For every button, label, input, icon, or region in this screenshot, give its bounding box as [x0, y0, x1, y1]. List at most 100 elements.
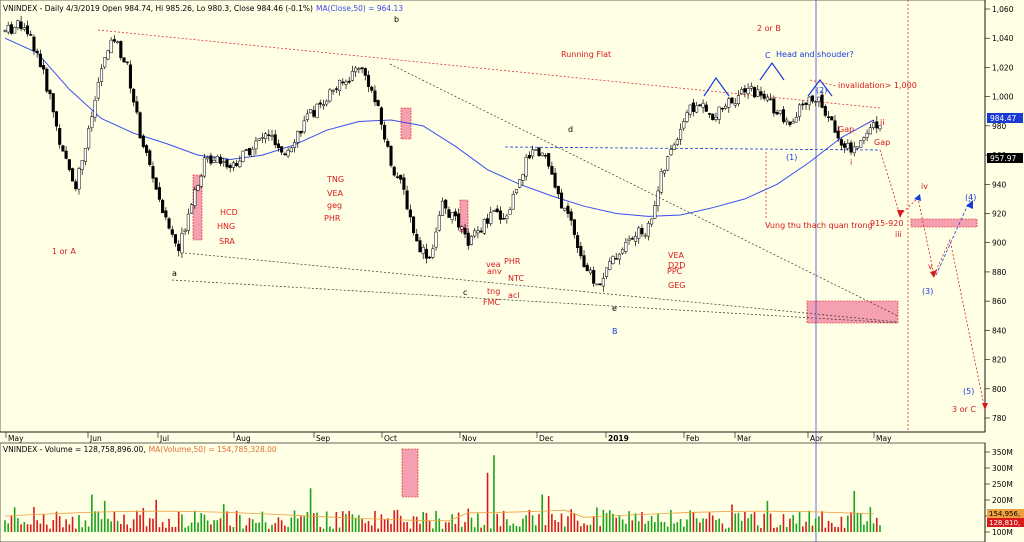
annotation-label: PPC [667, 267, 683, 276]
candle-body [48, 90, 52, 95]
arrow-icon [982, 403, 988, 410]
candle-body [807, 96, 811, 106]
candle-body [585, 264, 589, 272]
candle-body [19, 21, 23, 29]
candle-body [315, 103, 319, 118]
annotation-label: d [568, 125, 573, 134]
candle-body [161, 199, 165, 214]
annotation-label: iii [895, 230, 902, 239]
candle-body [633, 235, 638, 242]
last-price-label: 984.47 [990, 114, 1016, 123]
trendline-bottom-2 [171, 279, 899, 324]
price-tick-label: 940 [992, 180, 1007, 189]
volume-tick-label: 250M [992, 480, 1013, 489]
candle-body [707, 113, 712, 115]
candle-body [312, 110, 316, 117]
candle-body [537, 147, 541, 157]
annotation-label: D2D [668, 261, 685, 270]
price-tick-label: 840 [992, 326, 1007, 335]
candle-body [846, 143, 850, 149]
volume-ma-path [4, 509, 874, 522]
candle-body [492, 210, 496, 212]
trendlines [97, 0, 986, 542]
candle-body [823, 106, 827, 116]
candle-body [238, 160, 242, 168]
annotation-label: (3) [922, 287, 933, 296]
annotation-label: iv [921, 182, 928, 191]
candle-body [183, 229, 187, 232]
annotation-label: PHR [324, 214, 341, 223]
candle-body [235, 163, 239, 166]
candle-body [32, 36, 36, 52]
arrow-icon [897, 210, 904, 218]
candle-body [87, 128, 91, 149]
volume-ma-text: MA(Volume,50) = 154,785,328.00 [149, 445, 277, 454]
candle-body [228, 165, 232, 169]
candle-body [778, 110, 782, 114]
candle-body [724, 105, 728, 109]
candle-body [264, 133, 268, 139]
candle-body [466, 232, 470, 246]
candle-body [151, 166, 155, 179]
candle-body [601, 277, 605, 287]
candle-body [836, 130, 840, 139]
candle-body [116, 41, 120, 43]
annotation-label: Vung thu thach quan trong [765, 221, 873, 230]
candle-body [135, 101, 139, 113]
candle-body [373, 90, 377, 103]
annotation-label: C [765, 51, 771, 60]
head-shoulder-cap-2 [759, 61, 785, 81]
annotation-label: 3 or C [952, 405, 976, 414]
candle-body [608, 261, 612, 270]
annotation-label: geg [327, 201, 342, 210]
trendline-top-red [97, 29, 881, 109]
candle-body [128, 64, 133, 89]
candle-body [746, 88, 750, 95]
candle-body [331, 90, 335, 92]
candle-body [872, 122, 876, 128]
price-tick-label: 980 [992, 122, 1007, 131]
candle-body [524, 157, 528, 177]
candle-body [321, 104, 326, 107]
annotation-label: TNG [326, 175, 344, 184]
candle-body [196, 185, 200, 191]
candle-body [701, 103, 705, 108]
price-panel [0, 0, 986, 433]
candle-body [328, 89, 332, 102]
annotation-label: vea [486, 260, 501, 269]
candle-body [502, 217, 506, 220]
candle-body [338, 79, 342, 91]
candle-body [460, 226, 464, 230]
price-tick-label: 880 [992, 268, 1007, 277]
month-tick-label: May [876, 434, 892, 443]
candle-body [71, 168, 75, 182]
candle-body [810, 95, 814, 102]
candle-body [817, 96, 821, 102]
candle-body [505, 215, 509, 220]
candle-body [543, 154, 547, 157]
volume-label-2: 128,810, [989, 519, 1020, 527]
candle-body [415, 233, 419, 242]
candle-body [440, 200, 445, 216]
candle-body [167, 218, 171, 229]
candle-body [16, 20, 20, 28]
neckline-blue [504, 146, 881, 151]
candle-body [740, 89, 744, 95]
candle-body [122, 57, 126, 63]
candle-body [559, 192, 564, 209]
annotation-label: VEA [327, 189, 344, 198]
candle-body [399, 174, 403, 180]
candle-body [788, 121, 792, 126]
candle-body [22, 27, 26, 30]
projection-red [879, 149, 986, 411]
price-title: VNINDEX - Daily 4/3/2019 Open 984.74, Hi… [3, 4, 403, 13]
month-tick-label: Jul [159, 434, 169, 443]
candle-body [257, 138, 261, 141]
candle-body [299, 131, 303, 134]
candle-body [341, 81, 345, 84]
candle-body [679, 129, 683, 140]
candle-body [669, 149, 673, 156]
candle-body [103, 57, 107, 68]
candle-body [138, 112, 142, 139]
